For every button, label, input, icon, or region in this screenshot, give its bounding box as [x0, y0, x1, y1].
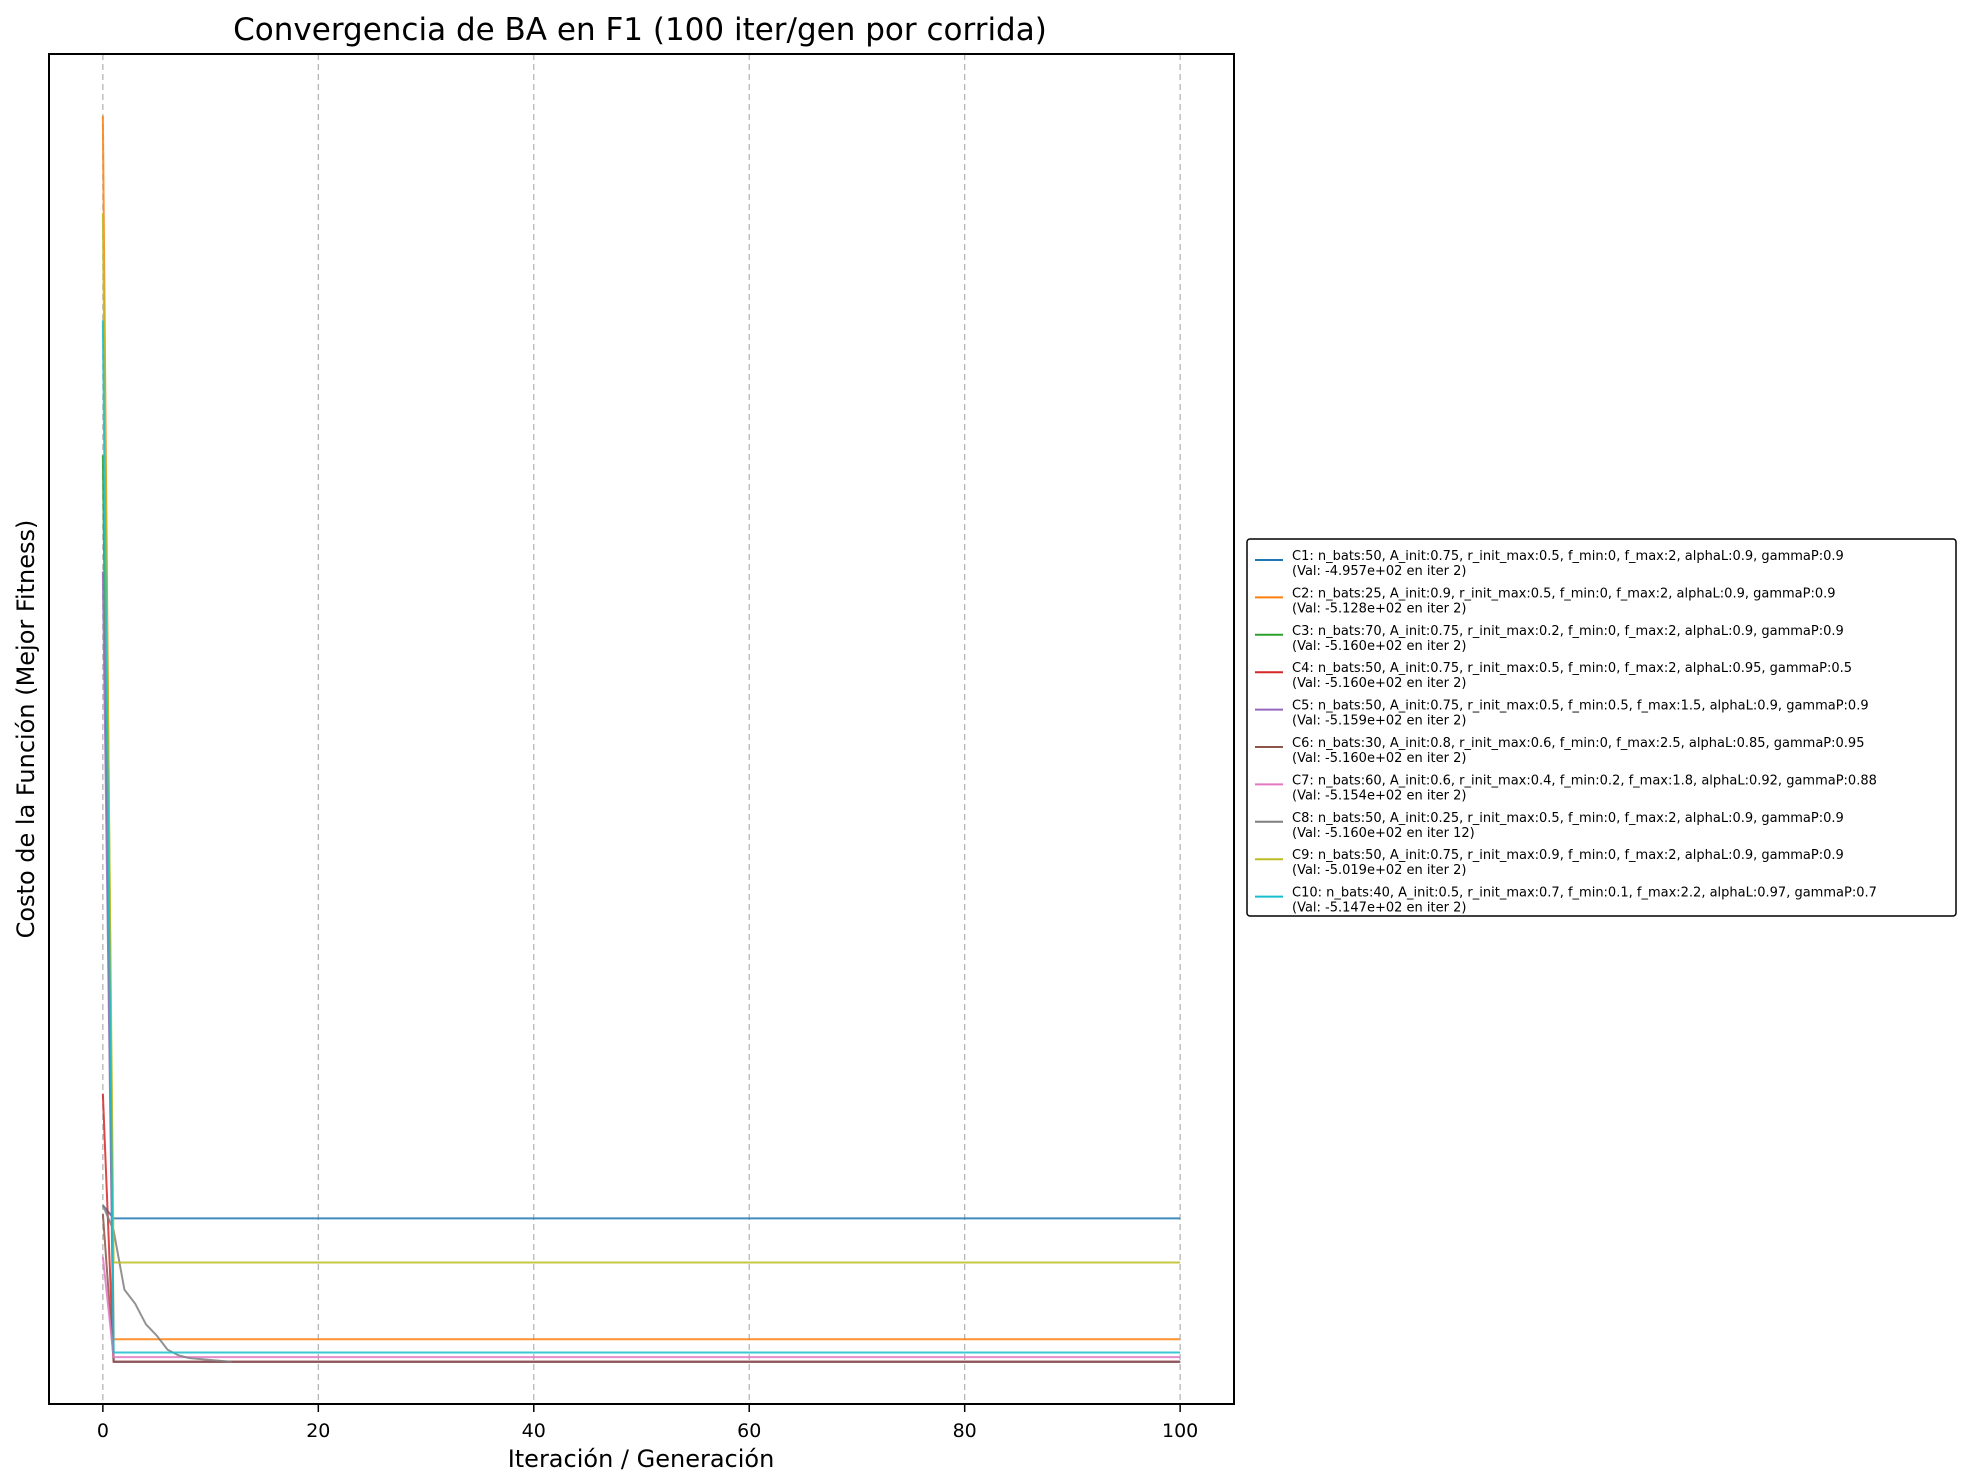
- series-lines: [101, 115, 1181, 1363]
- legend-label-c6: C6: n_bats:30, A_init:0.8, r_init_max:0.…: [1292, 736, 1864, 751]
- x-tick-label-80: 80: [953, 1420, 977, 1442]
- x-tick-label-0: 0: [97, 1420, 109, 1442]
- legend-label-c8: C8: n_bats:50, A_init:0.25, r_init_max:0…: [1292, 811, 1844, 826]
- legend-note-c9: (Val: -5.019e+02 en iter 2): [1292, 863, 1466, 878]
- legend-note-c6: (Val: -5.160e+02 en iter 2): [1292, 751, 1466, 766]
- legend-label-c2: C2: n_bats:25, A_init:0.9, r_init_max:0.…: [1292, 586, 1836, 601]
- legend-note-c5: (Val: -5.159e+02 en iter 2): [1292, 714, 1466, 729]
- legend-label-c10: C10: n_bats:40, A_init:0.5, r_init_max:0…: [1292, 886, 1877, 901]
- chart-title: Convergencia de BA en F1 (100 iter/gen p…: [233, 12, 1047, 48]
- legend-note-c3: (Val: -5.160e+02 en iter 2): [1292, 639, 1466, 654]
- legend-note-c1: (Val: -4.957e+02 en iter 2): [1292, 564, 1466, 579]
- legend-box: [1246, 538, 1957, 917]
- series-line-c7: [101, 1256, 1181, 1359]
- x-tick-label-100: 100: [1162, 1420, 1198, 1442]
- x-axis-label: Iteración / Generación: [508, 1445, 775, 1473]
- legend-label-c4: C4: n_bats:50, A_init:0.75, r_init_max:0…: [1292, 661, 1852, 676]
- legend: C1: n_bats:50, A_init:0.75, r_init_max:0…: [1246, 538, 1957, 917]
- legend-label-c3: C3: n_bats:70, A_init:0.75, r_init_max:0…: [1292, 624, 1844, 639]
- legend-note-c2: (Val: -5.128e+02 en iter 2): [1292, 601, 1466, 616]
- legend-label-c7: C7: n_bats:60, A_init:0.6, r_init_max:0.…: [1292, 773, 1877, 788]
- legend-note-c8: (Val: -5.160e+02 en iter 12): [1292, 826, 1475, 841]
- series-line-c4: [101, 1093, 1181, 1363]
- series-line-c3: [101, 455, 1181, 1363]
- grid-lines: [102, 54, 1181, 1404]
- x-tick-label-20: 20: [306, 1420, 330, 1442]
- x-axis-ticks: 0 20 40 60 80 100: [97, 1404, 1198, 1442]
- x-tick-label-40: 40: [522, 1420, 546, 1442]
- legend-note-c4: (Val: -5.160e+02 en iter 2): [1292, 676, 1466, 691]
- series-line-c1: [102, 1204, 1181, 1220]
- series-line-c2: [101, 115, 1181, 1341]
- series-line-c10: [101, 320, 1181, 1354]
- legend-label-c1: C1: n_bats:50, A_init:0.75, r_init_max:0…: [1292, 549, 1844, 564]
- legend-note-c7: (Val: -5.154e+02 en iter 2): [1292, 788, 1466, 803]
- series-line-c9: [101, 213, 1181, 1264]
- legend-note-c10: (Val: -5.147e+02 en iter 2): [1292, 901, 1466, 916]
- y-axis-label: Costo de la Función (Mejor Fitness): [12, 520, 40, 939]
- plot-frame: [48, 53, 1235, 1405]
- legend-label-c5: C5: n_bats:50, A_init:0.75, r_init_max:0…: [1292, 699, 1869, 714]
- series-line-c5: [101, 571, 1181, 1363]
- series-line-c6: [101, 1213, 1181, 1363]
- x-tick-label-60: 60: [737, 1420, 761, 1442]
- legend-label-c9: C9: n_bats:50, A_init:0.75, r_init_max:0…: [1292, 848, 1844, 863]
- series-line-c8: [101, 1204, 233, 1363]
